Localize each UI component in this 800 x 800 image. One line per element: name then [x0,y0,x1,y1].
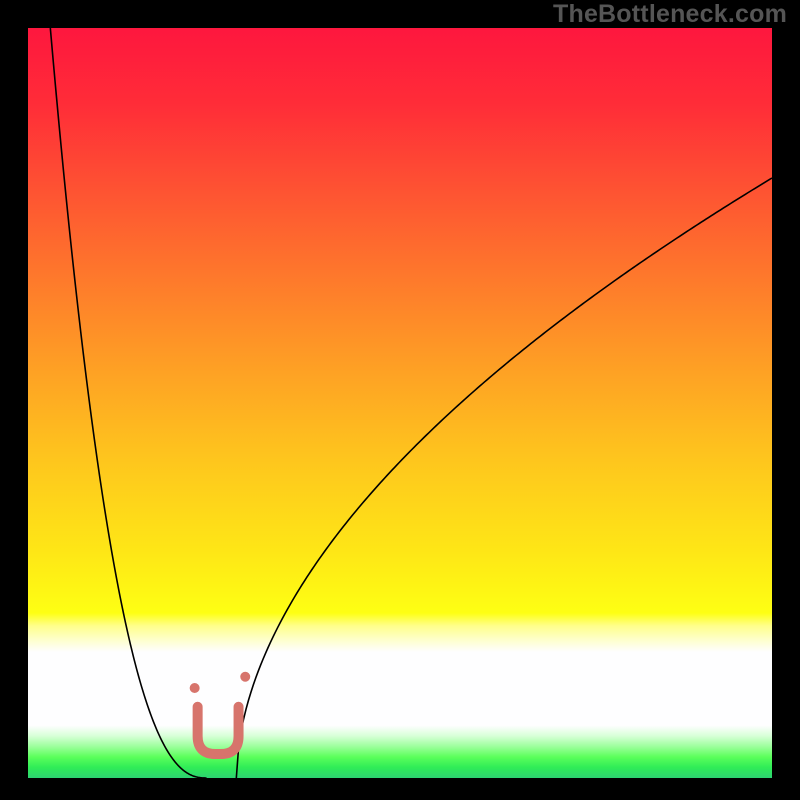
gradient-background [28,28,772,778]
plot-area [28,28,772,778]
valley-dot-0 [190,683,200,693]
plot-svg [28,28,772,778]
valley-dot-1 [240,672,250,682]
watermark-text: TheBottleneck.com [553,0,787,29]
